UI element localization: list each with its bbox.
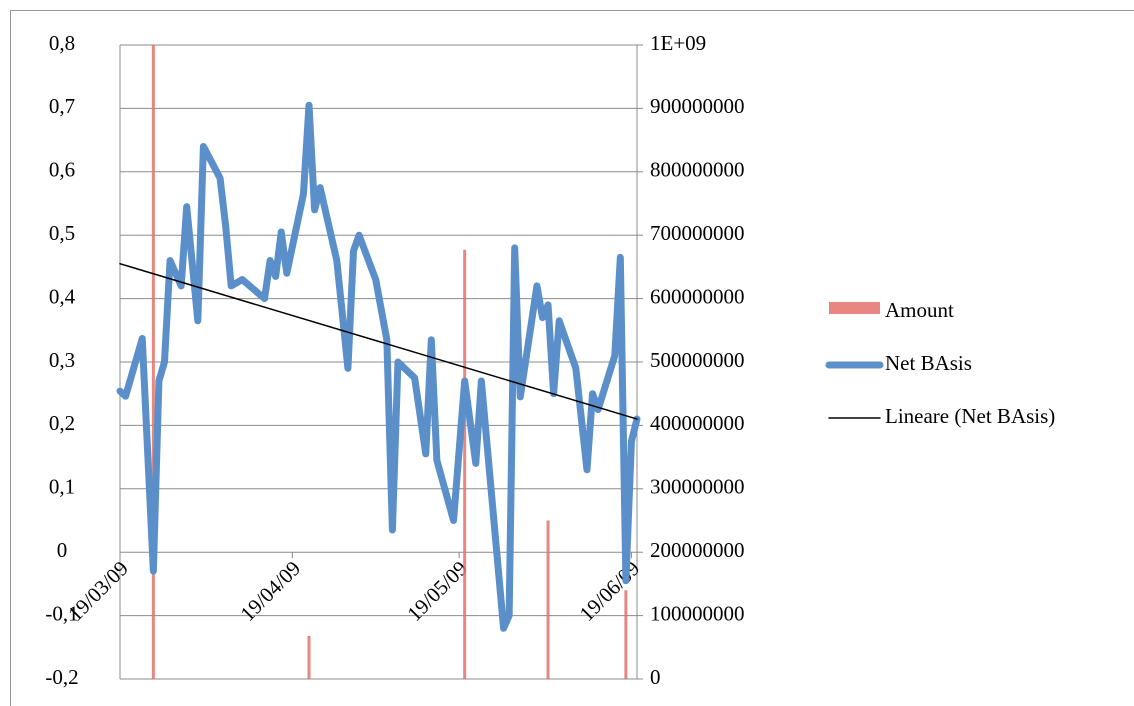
y2-tick-label: 200000000 [650, 538, 745, 562]
y-tick-label: 0,5 [49, 221, 75, 245]
legend-label: Amount [885, 298, 954, 322]
y2-tick-label: 300000000 [650, 475, 745, 499]
chart-border [10, 10, 1134, 706]
y-tick-label: 0,7 [49, 94, 75, 118]
y-tick-label: 0,6 [49, 158, 75, 182]
y2-tick-label: 600000000 [650, 284, 745, 308]
y2-tick-label: 0 [650, 665, 661, 689]
legend-label: Lineare (Net BAsis) [885, 404, 1055, 428]
y2-tick-label: 500000000 [650, 348, 745, 372]
y2-tick-label: 900000000 [650, 94, 745, 118]
bar [307, 635, 311, 679]
y-tick-label: 0 [57, 538, 68, 562]
bar [624, 590, 628, 679]
bar [151, 45, 155, 679]
y-tick-label: 0,8 [49, 31, 75, 55]
y2-tick-label: 400000000 [650, 411, 745, 435]
y-tick-label: -0,2 [45, 665, 78, 689]
trend-line [119, 262, 638, 420]
legend-swatch [829, 302, 880, 314]
legend-label: Net BAsis [885, 351, 972, 375]
y-tick-label: 0,2 [49, 411, 75, 435]
y2-tick-label: 800000000 [650, 158, 745, 182]
y2-tick-label: 700000000 [650, 221, 745, 245]
y-tick-label: 0,4 [49, 284, 76, 308]
y-tick-label: -0,1 [45, 601, 78, 625]
y2-tick-label: 1E+09 [650, 31, 706, 55]
bar [463, 249, 467, 680]
bar [546, 520, 550, 679]
y-tick-label: 0,3 [49, 348, 75, 372]
series-line [116, 101, 641, 632]
y-tick-label: 0,1 [49, 475, 75, 499]
y2-tick-label: 100000000 [650, 601, 745, 625]
